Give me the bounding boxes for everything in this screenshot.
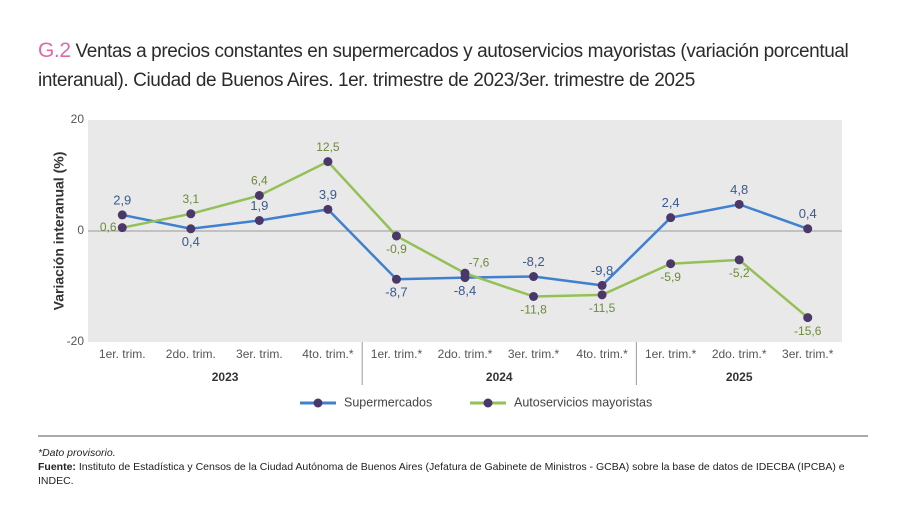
marker <box>117 210 127 220</box>
marker <box>597 280 607 290</box>
legend-marker <box>313 398 323 408</box>
marker <box>803 313 813 323</box>
marker <box>529 272 539 282</box>
marker <box>323 157 333 167</box>
x-tick-label: 2do. trim.* <box>712 347 767 361</box>
x-tick-label: 3er. trim. <box>236 347 283 361</box>
data-label: 1,9 <box>250 198 268 213</box>
marker <box>666 213 676 223</box>
marker <box>254 190 264 200</box>
data-label: -7,6 <box>469 255 490 269</box>
y-axis-label: Variación interanual (%) <box>51 152 67 311</box>
marker <box>391 274 401 284</box>
data-label: -11,5 <box>589 301 616 315</box>
marker <box>460 268 470 278</box>
data-label: -0,9 <box>386 242 407 256</box>
data-label: -5,9 <box>660 270 681 284</box>
data-label: 3,9 <box>319 187 337 202</box>
x-group-label: 2023 <box>212 370 239 384</box>
x-tick-label: 1er. trim.* <box>371 347 423 361</box>
data-label: -9,8 <box>591 263 613 278</box>
legend-label: Autoservicios mayoristas <box>514 395 652 409</box>
y-tick-label: 0 <box>77 223 84 237</box>
x-tick-label: 3er. trim.* <box>782 347 834 361</box>
data-label: -8,2 <box>522 254 544 269</box>
chart-title: Ventas a precios constantes en supermerc… <box>38 41 849 91</box>
y-tick-label: 20 <box>71 112 85 126</box>
marker <box>254 215 264 225</box>
marker <box>734 255 744 265</box>
x-tick-label: 1er. trim.* <box>645 347 697 361</box>
data-label: -8,4 <box>454 283 476 298</box>
marker <box>803 224 813 234</box>
data-label: 6,4 <box>251 174 268 188</box>
marker <box>117 223 127 233</box>
legend-marker <box>483 398 493 408</box>
chart: Variación interanual (%) -20 0 20 1er. trim… <box>38 112 868 437</box>
x-tick-label: 3er. trim.* <box>508 347 560 361</box>
data-label: 0,4 <box>182 234 200 249</box>
marker <box>391 231 401 241</box>
x-tick-label: 2do. trim. <box>166 347 216 361</box>
notes: *Dato provisorio. Fuente: Instituto de E… <box>38 446 870 488</box>
marker <box>597 290 607 300</box>
data-label: 4,8 <box>730 182 748 197</box>
data-label: -5,2 <box>729 266 750 280</box>
footnote: *Dato provisorio. <box>38 447 116 459</box>
marker <box>186 224 196 234</box>
data-label: -8,7 <box>385 285 407 300</box>
chart-title-block: G.2 Ventas a precios constantes en super… <box>38 36 868 95</box>
data-label: 0,6 <box>100 220 117 234</box>
y-tick-label: -20 <box>67 334 85 348</box>
marker <box>186 209 196 219</box>
data-label: -15,6 <box>794 324 822 338</box>
marker <box>734 199 744 209</box>
data-label: 3,1 <box>182 192 199 206</box>
data-label: 2,9 <box>113 192 131 207</box>
marker <box>666 259 676 269</box>
x-group-label: 2024 <box>486 370 513 384</box>
marker <box>323 204 333 214</box>
figure-label: G.2 <box>38 39 71 62</box>
data-label: -11,8 <box>520 303 547 317</box>
x-group-label: 2025 <box>726 370 753 384</box>
source: Fuente: Instituto de Estadística y Censo… <box>38 460 870 488</box>
x-tick-label: 2do. trim.* <box>438 347 493 361</box>
marker <box>529 291 539 301</box>
data-label: 12,5 <box>316 140 340 154</box>
legend-label: Supermercados <box>344 395 432 409</box>
source-text: Instituto de Estadística y Censos de la … <box>38 461 845 487</box>
data-label: 2,4 <box>662 195 680 210</box>
x-tick-label: 4to. trim.* <box>576 347 628 361</box>
x-tick-label: 1er. trim. <box>99 347 146 361</box>
data-label: 0,4 <box>799 206 817 221</box>
source-label: Fuente: <box>38 461 76 473</box>
x-tick-label: 4to. trim.* <box>302 347 354 361</box>
